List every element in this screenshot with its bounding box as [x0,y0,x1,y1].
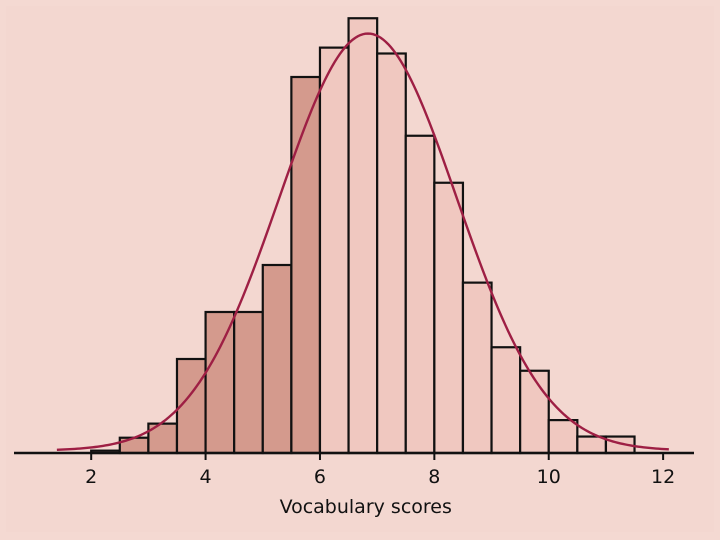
histogram-bar-7 [261,263,293,455]
histogram-bar-12 [404,134,436,455]
x-tick-label-10: 10 [537,466,561,488]
x-tick-label-6: 6 [314,466,326,488]
x-axis-tick-labels: 2 4 6 8 10 12 [85,466,675,488]
x-axis-ticks [90,453,665,460]
histogram-bar-18 [576,435,608,455]
histogram-bar-8 [290,75,322,455]
histogram-bar-17 [547,419,579,455]
histogram-bar-16 [519,369,550,455]
chart-frame: 2 4 6 8 10 12 Vocabulary scores [6,6,714,532]
normal-curve [56,32,669,451]
histogram-bars [90,17,636,455]
histogram-bar-15 [490,346,522,455]
histogram-bar-13 [433,181,465,455]
x-tick-label-12: 12 [651,466,675,488]
histogram-bar-11 [376,52,407,455]
histogram-chart: 2 4 6 8 10 12 Vocabulary scores [14,17,694,518]
x-tick-label-2: 2 [85,466,97,488]
x-tick-label-8: 8 [428,466,440,488]
histogram-bar-6 [233,310,264,455]
histogram-bar-9 [318,46,350,455]
x-tick-label-4: 4 [200,466,212,488]
histogram-bar-5 [204,310,236,455]
histogram-bar-14 [461,281,493,455]
x-axis-title: Vocabulary scores [280,496,452,518]
histogram-bar-10 [347,17,379,455]
